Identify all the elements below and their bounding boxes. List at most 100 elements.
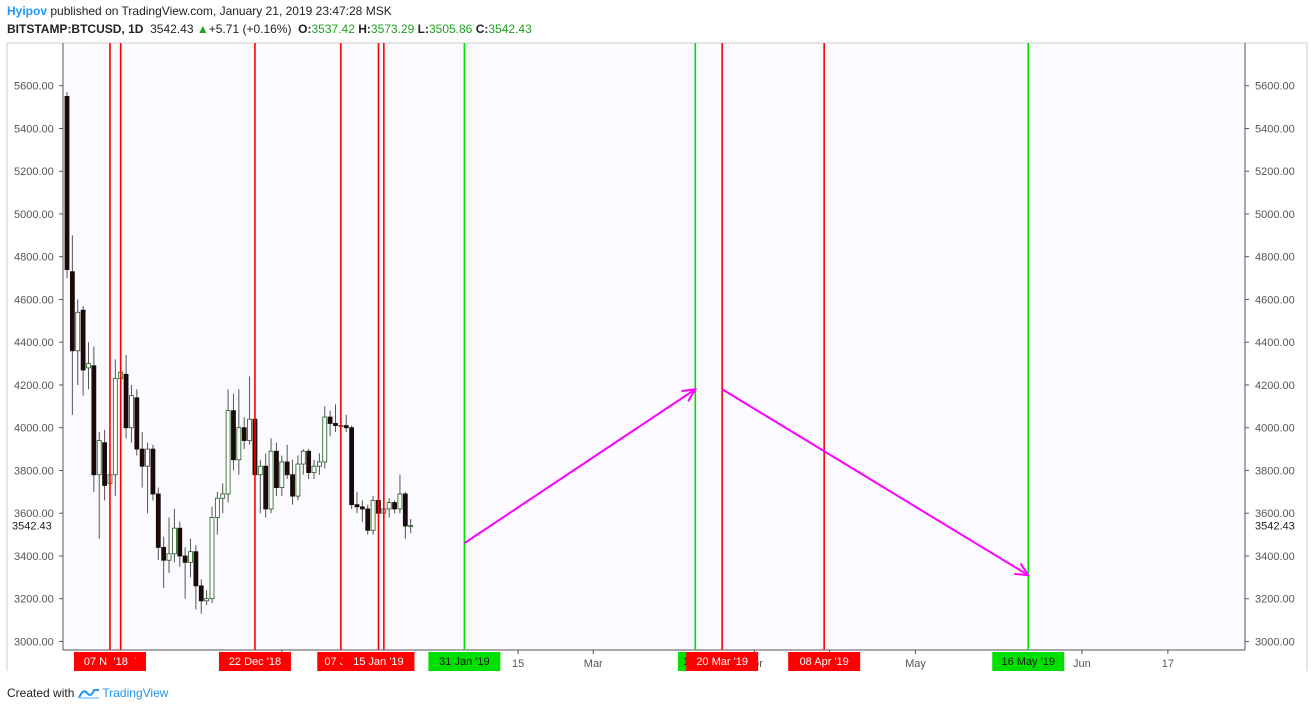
candle-body: [198, 585, 204, 602]
time-axis[interactable]: 2015MarApr15MayJun17: [276, 650, 1174, 670]
y-tick-label-left: 4200.00: [14, 380, 54, 392]
candle-down: [359, 500, 365, 522]
author-name[interactable]: Hyipov: [7, 4, 48, 18]
candle-body: [150, 448, 156, 495]
candle-body: [214, 497, 220, 518]
y-tick-label-right: 5400.00: [1255, 123, 1295, 135]
candle-up: [257, 459, 263, 514]
candlestick-series: [64, 92, 414, 614]
candle-body: [145, 448, 150, 467]
y-tick-label-right: 5000.00: [1255, 209, 1295, 221]
candle-up: [220, 483, 226, 514]
candle-down: [274, 442, 279, 497]
candle-body: [290, 474, 295, 497]
candle-down: [69, 235, 75, 415]
candle-up: [408, 518, 414, 534]
candle-up: [370, 496, 376, 535]
candle-down: [284, 444, 290, 480]
candle-down: [290, 459, 295, 505]
candle-body: [182, 555, 188, 563]
y-tick-label-left: 3800.00: [14, 465, 54, 477]
candle-body: [263, 465, 269, 510]
published-text: published on TradingView.com, January 21…: [50, 4, 392, 18]
candle-down: [263, 453, 269, 518]
date-marker-badge: [106, 652, 135, 671]
candle-body: [247, 418, 252, 441]
candle-body: [241, 427, 247, 441]
tradingview-link[interactable]: TradingView: [78, 686, 168, 700]
candle-down: [231, 393, 236, 471]
candle-body: [408, 525, 414, 528]
candle-body: [284, 461, 290, 476]
candle-body: [209, 517, 215, 600]
candle-body: [155, 493, 161, 548]
tradingview-brand: TradingView: [102, 686, 169, 700]
y-tick-label-left: 3000.00: [14, 636, 54, 648]
candle-body: [370, 499, 376, 531]
candle-body: [236, 427, 242, 461]
close-value: 3542.43: [488, 22, 532, 36]
candle-up: [322, 406, 328, 469]
candle-up: [209, 506, 215, 603]
y-tick-label-left: 4400.00: [14, 337, 54, 349]
candle-body: [343, 425, 349, 429]
candle-body: [306, 450, 312, 474]
y-tick-label-left: 3400.00: [14, 551, 54, 563]
candle-down: [354, 491, 360, 514]
plot-area[interactable]: [63, 43, 1245, 650]
last-price-bg-right: [1246, 517, 1304, 534]
up-arrow-icon: ▲: [196, 22, 209, 36]
open-label: O:: [298, 22, 312, 36]
candle-down: [64, 92, 70, 279]
candle-body: [231, 410, 236, 461]
candle-up: [311, 459, 317, 480]
footer: Created with TradingView: [7, 686, 168, 700]
candle-up: [129, 384, 134, 443]
last-price: 3542.43: [150, 22, 194, 36]
date-marker-badge: [788, 652, 861, 671]
candle-body: [112, 378, 118, 476]
candle-body: [257, 465, 263, 476]
candle-body: [80, 309, 86, 371]
high-value: 3573.29: [370, 22, 415, 36]
date-marker-badge: [218, 652, 291, 671]
price-change: +5.71 (+0.16%): [208, 22, 292, 36]
candle-up: [247, 376, 252, 445]
candle-down: [161, 536, 167, 589]
candle-down: [102, 429, 107, 501]
tradingview-logo-icon: [78, 689, 100, 699]
candle-up: [86, 342, 91, 390]
y-tick-label-right: 3200.00: [1255, 594, 1295, 606]
candle-up: [112, 359, 118, 497]
candle-up: [268, 438, 274, 514]
candle-up: [397, 474, 403, 514]
candle-down: [343, 414, 349, 432]
date-marker-label: 20 Mar '19: [696, 656, 748, 668]
x-tick-label: 17: [1162, 658, 1174, 670]
candle-down: [349, 425, 355, 509]
candle-body: [204, 598, 210, 602]
candle-down: [150, 444, 156, 501]
price-axis[interactable]: 3000.00 3000.00 3200.00 3200.00 3400.00 3400.…: [14, 81, 1295, 649]
y-tick-label-right: 3600.00: [1255, 508, 1295, 520]
candle-body: [64, 96, 70, 270]
candle-body: [279, 461, 285, 488]
candle-down: [392, 500, 397, 514]
candle-body: [91, 365, 97, 476]
y-tick-label-left: 4000.00: [14, 423, 54, 435]
trend-arrow-line: [463, 388, 696, 544]
candle-up: [75, 299, 81, 385]
arrow-head-icon: [681, 387, 698, 402]
y-tick-label-right: 5600.00: [1255, 81, 1295, 93]
arrow-head-icon: [1014, 562, 1031, 577]
candle-body: [386, 502, 392, 510]
y-tick-label-right: 4800.00: [1255, 252, 1295, 264]
candle-body: [193, 551, 199, 587]
date-marker-badge: [992, 652, 1065, 671]
last-price-bg-left: [8, 517, 62, 534]
candle-body: [295, 463, 301, 497]
y-tick-label-right: 4200.00: [1255, 380, 1295, 392]
low-label: L:: [417, 22, 429, 36]
date-marker-label: 16 May '19: [1001, 656, 1054, 668]
